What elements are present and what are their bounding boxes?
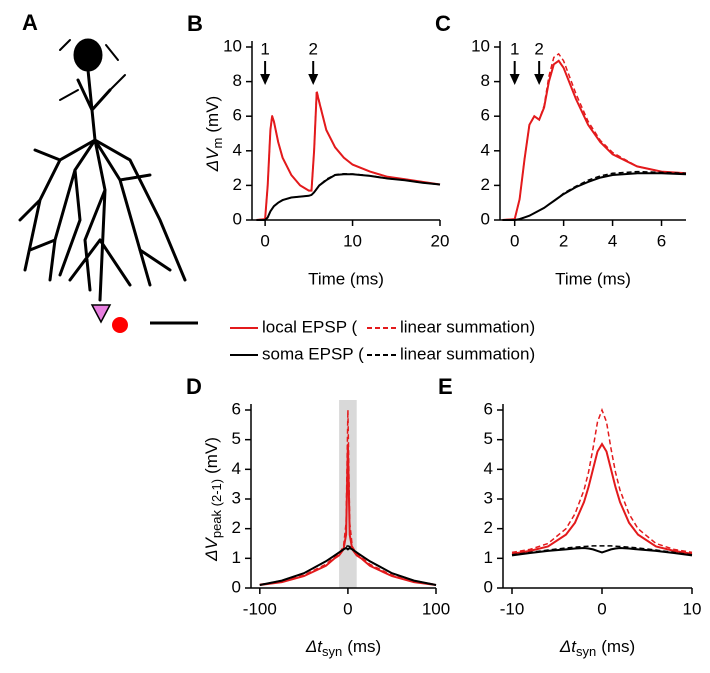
y-tick-label: 2 [484, 518, 493, 537]
label-main: ΔV [203, 147, 222, 172]
x-tick-label: 0 [260, 231, 269, 250]
y-tick-label: 4 [481, 140, 490, 159]
y-tick-label: 3 [484, 488, 493, 507]
x-axis-label: Time (ms) [555, 269, 631, 288]
series-line [511, 442, 693, 555]
series-line [511, 545, 693, 556]
legend-label: local EPSP ( [262, 317, 357, 336]
panel-label: B [187, 11, 203, 36]
y-tick-label: 10 [223, 36, 242, 55]
label-unit: (mV) [202, 437, 221, 474]
x-axis-label: Δtsyn (ms) [559, 637, 635, 659]
series-line [259, 409, 437, 586]
y-tick-label: 0 [484, 577, 493, 596]
legend-label: soma EPSP ( [262, 344, 364, 363]
y-tick-label: 8 [233, 71, 242, 90]
x-axis-label: Time (ms) [308, 269, 384, 288]
series-line [256, 91, 441, 221]
x-axis-label: Δtsyn (ms) [305, 637, 381, 659]
series-line [511, 407, 693, 554]
label-sub: syn [322, 644, 342, 659]
x-tick-label: 4 [608, 231, 617, 250]
y-tick-label: 4 [484, 459, 493, 478]
x-tick-label: -10 [500, 599, 525, 618]
y-tick-label: 6 [232, 399, 241, 418]
annotation-arrowhead [509, 74, 520, 85]
legend-label: linear summation) [400, 317, 535, 336]
label-unit: (ms) [601, 637, 635, 656]
y-tick-label: 2 [232, 518, 241, 537]
panel-label: D [186, 374, 202, 399]
series-line [259, 546, 437, 586]
label-unit: (mV) [203, 96, 222, 133]
label-main: Δt [559, 637, 577, 656]
y-axis-label: ΔVpeak (2-1) (mV) [202, 437, 224, 562]
recording-marker [112, 317, 128, 333]
y-tick-label: 6 [481, 106, 490, 125]
annotation: 2 [308, 39, 317, 58]
annotation: 2 [534, 39, 543, 58]
series-line [256, 173, 441, 221]
stimulus-marker [90, 304, 112, 324]
x-tick-label: 0 [510, 231, 519, 250]
annotation-arrowhead [260, 74, 271, 85]
label-sub: syn [576, 644, 596, 659]
annotation-arrowhead [534, 74, 545, 85]
x-tick-label: 10 [683, 599, 702, 618]
x-tick-label: -100 [243, 599, 277, 618]
series-line [502, 170, 687, 221]
y-tick-label: 2 [481, 175, 490, 194]
series-line [502, 52, 687, 221]
legend-label: linear summation) [400, 344, 535, 363]
series-line [502, 172, 687, 221]
series-line [256, 173, 441, 221]
x-tick-label: 6 [657, 231, 666, 250]
x-tick-label: 0 [597, 599, 606, 618]
label-unit: (ms) [347, 637, 381, 656]
label-sub: peak (2-1) [209, 479, 224, 538]
y-tick-label: 2 [233, 175, 242, 194]
series-line [511, 546, 693, 557]
annotation: 1 [510, 39, 519, 58]
series-line [502, 59, 687, 221]
y-tick-label: 6 [484, 399, 493, 418]
panel-label: A [22, 10, 38, 35]
label-sub: m [210, 138, 225, 149]
y-tick-label: 5 [484, 429, 493, 448]
series-line [259, 545, 437, 586]
y-tick-label: 0 [481, 209, 490, 228]
y-tick-label: 0 [232, 577, 241, 596]
y-tick-label: 5 [232, 429, 241, 448]
x-tick-label: 0 [343, 599, 352, 618]
y-tick-label: 10 [471, 36, 490, 55]
y-axis-label: ΔVm (mV) [203, 96, 225, 172]
panel-label: E [438, 374, 453, 399]
x-tick-label: 20 [431, 231, 450, 250]
annotation: 1 [260, 39, 269, 58]
y-tick-label: 8 [481, 71, 490, 90]
y-tick-label: 1 [484, 548, 493, 567]
y-tick-label: 4 [233, 140, 242, 159]
series-line [256, 90, 441, 221]
label-main: ΔV [202, 537, 221, 562]
annotation-arrowhead [308, 74, 319, 85]
x-tick-label: 100 [422, 599, 450, 618]
y-tick-label: 1 [232, 548, 241, 567]
y-tick-label: 3 [232, 488, 241, 507]
label-main: Δt [305, 637, 323, 656]
neuron-drawing [18, 38, 187, 302]
y-tick-label: 6 [233, 106, 242, 125]
y-tick-label: 4 [232, 459, 241, 478]
panel-label: C [435, 11, 451, 36]
x-tick-label: 10 [343, 231, 362, 250]
x-tick-label: 2 [559, 231, 568, 250]
y-tick-label: 0 [233, 209, 242, 228]
